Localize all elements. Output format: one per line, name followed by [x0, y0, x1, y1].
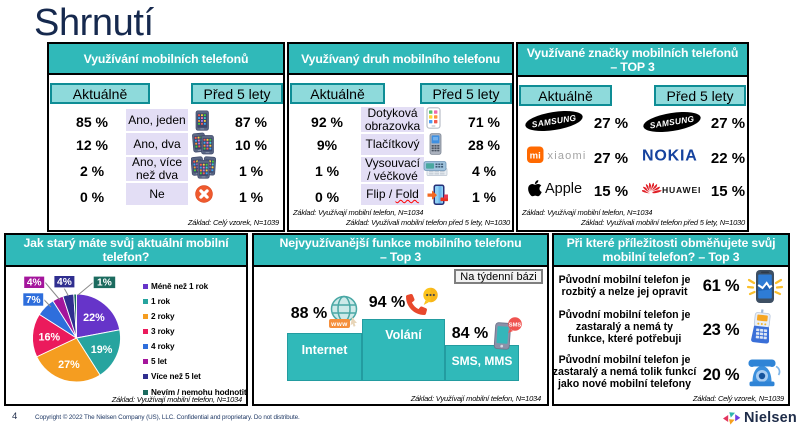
- svg-text:Nielsen: Nielsen: [744, 410, 797, 426]
- svg-text:1%: 1%: [97, 278, 112, 289]
- svg-text:Apple: Apple: [545, 181, 582, 197]
- svg-text:19%: 19%: [91, 344, 113, 356]
- svg-text:4%: 4%: [57, 277, 72, 288]
- svg-text:22%: 22%: [83, 312, 105, 324]
- svg-text:HUAWEI: HUAWEI: [662, 185, 701, 195]
- svg-text:16%: 16%: [38, 331, 60, 343]
- svg-text:4%: 4%: [27, 278, 42, 289]
- svg-text:7%: 7%: [26, 295, 41, 306]
- svg-text:xiaomi: xiaomi: [548, 150, 586, 162]
- svg-text:NOKIA: NOKIA: [642, 148, 698, 165]
- svg-text:www: www: [330, 321, 348, 328]
- svg-text:27%: 27%: [58, 359, 80, 371]
- svg-text:mi: mi: [530, 151, 541, 162]
- svg-text:SMS: SMS: [509, 323, 522, 329]
